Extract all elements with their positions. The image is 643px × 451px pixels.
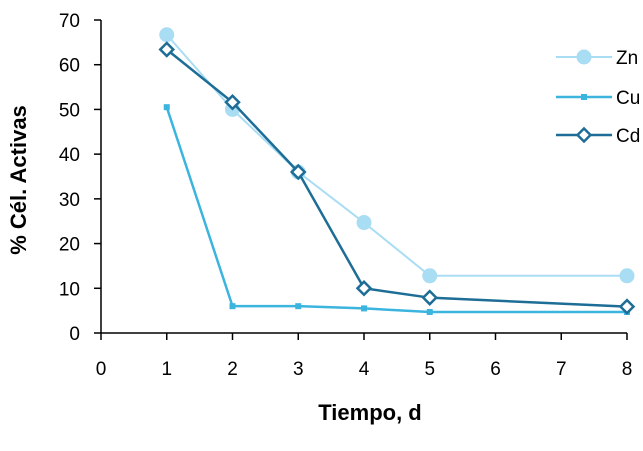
x-tick-label: 1: [161, 359, 172, 380]
legend-marker-zn: [576, 49, 592, 65]
data-point-zn: [422, 268, 438, 284]
data-point-cd: [289, 163, 307, 181]
y-tick-label: 50: [59, 100, 80, 121]
legend-marker-cd: [575, 126, 593, 144]
ticks: 0 10 20 30 40 50 60 70 0 1 2 3 4 5 6 7 8: [59, 11, 632, 380]
legend-label-zn: Zn: [616, 48, 638, 69]
y-tick-label: 20: [59, 235, 80, 256]
x-tick-label: 4: [359, 359, 370, 380]
data-point-cu: [229, 303, 236, 310]
data-point-cd: [618, 298, 636, 315]
series-zn: [159, 27, 635, 284]
y-tick-label: 70: [59, 11, 80, 32]
data-point-zn: [619, 268, 635, 284]
y-tick-label: 30: [59, 190, 80, 211]
series-line-zn: [165, 34, 627, 277]
data-point-cu: [361, 305, 367, 312]
x-tick-label: 7: [556, 359, 567, 380]
data-point-zn: [159, 27, 175, 43]
x-tick-label: 5: [424, 359, 435, 380]
data-point-zn: [356, 215, 372, 231]
legend-label-cd: Cd: [616, 126, 640, 147]
data-point-cu: [426, 308, 433, 315]
x-tick-label: 8: [622, 359, 633, 380]
data-point-cd: [421, 289, 439, 306]
data-point-cu: [295, 303, 302, 310]
y-tick-label: 40: [59, 145, 80, 166]
data-point-cd: [355, 280, 373, 297]
data-point-cu: [163, 104, 170, 111]
legend-marker-cu: [581, 94, 587, 100]
series-line-cu: [165, 106, 627, 314]
y-tick-label: 60: [59, 56, 80, 77]
x-tick-label: 0: [96, 359, 107, 380]
x-axis-title: Tiempo, d: [318, 400, 422, 425]
series-cd: [158, 41, 636, 315]
series-line-cd: [165, 48, 628, 308]
legend: Zn Cu Cd: [556, 48, 640, 147]
y-axis-title: % Cél. Activas: [6, 105, 31, 255]
x-tick-label: 6: [490, 359, 501, 380]
legend-label-cu: Cu: [616, 88, 640, 109]
y-tick-label: 0: [69, 324, 80, 345]
series: [158, 27, 636, 315]
y-tick-label: 10: [59, 279, 80, 300]
x-tick-label: 2: [227, 359, 238, 380]
data-point-cd: [158, 41, 176, 58]
x-tick-label: 3: [293, 359, 304, 380]
data-point-cd: [224, 94, 241, 111]
